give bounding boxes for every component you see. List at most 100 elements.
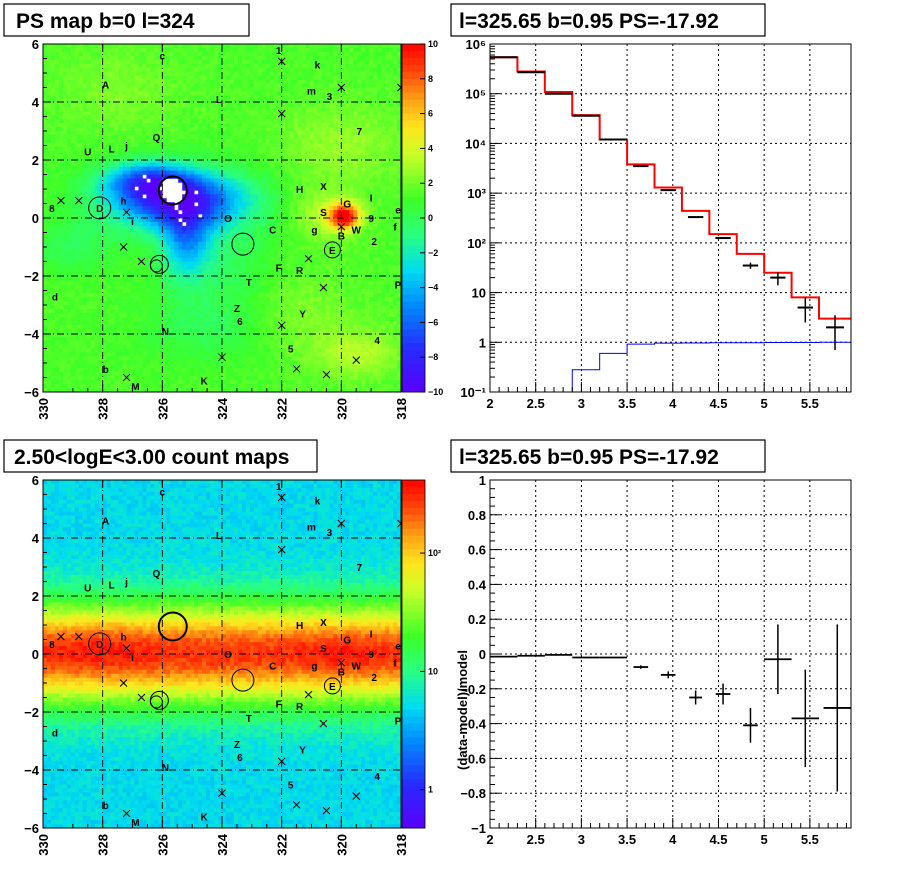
heatmap-cell xyxy=(162,360,167,365)
heatmap-cell xyxy=(54,87,60,92)
heatmap-cell xyxy=(190,111,195,116)
heatmap-cell xyxy=(70,111,76,116)
heatmap-cell xyxy=(134,146,139,152)
heatmap-cell xyxy=(253,154,259,160)
heatmap-cell xyxy=(118,320,123,326)
heatmap-cell xyxy=(138,376,143,381)
heatmap-cell xyxy=(170,316,175,322)
heatmap-cell xyxy=(241,178,247,183)
heatmap-cell xyxy=(146,376,151,381)
heatmap-cell xyxy=(118,261,123,266)
heatmap-cell xyxy=(50,91,56,96)
heatmap-cell xyxy=(253,134,259,140)
heatmap-cell xyxy=(253,281,259,286)
heatmap-cell xyxy=(265,297,271,302)
heatmap-cell xyxy=(74,190,80,195)
heatmap-cell xyxy=(225,368,231,373)
heatmap-cell xyxy=(134,158,139,163)
heatmap-cell xyxy=(178,368,183,373)
heatmap-cell xyxy=(94,297,100,302)
heatmap-cell xyxy=(102,388,107,393)
heatmap-cell xyxy=(114,95,119,100)
heatmap-cell xyxy=(202,225,207,231)
heatmap-cell xyxy=(142,158,147,163)
heatmap-cell xyxy=(150,277,155,282)
heatmap-cell xyxy=(253,83,259,88)
heatmap-cell xyxy=(90,360,96,365)
heatmap-cell xyxy=(70,146,76,152)
heatmap-cell xyxy=(194,63,199,69)
heatmap-cell xyxy=(98,83,104,88)
heatmap-cell xyxy=(74,202,80,207)
heatmap-cell xyxy=(214,380,219,385)
heatmap-cell xyxy=(122,332,127,337)
heatmap-cell xyxy=(229,218,235,223)
heatmap-cell xyxy=(50,316,56,322)
heatmap-cell xyxy=(106,328,111,334)
heatmap-cell xyxy=(98,285,104,290)
heatmap-cell xyxy=(82,79,88,84)
heatmap-cell xyxy=(186,249,191,254)
heatmap-cell xyxy=(98,320,104,326)
heatmap-cell xyxy=(110,123,115,128)
heatmap-cell xyxy=(50,186,56,191)
heatmap-cell xyxy=(174,277,179,282)
heatmap-cell xyxy=(249,178,255,183)
heatmap-cell xyxy=(237,312,243,318)
heatmap-cell xyxy=(194,162,199,167)
heatmap-cell xyxy=(118,356,123,361)
heatmap-cell xyxy=(210,178,215,183)
heatmap-cell xyxy=(134,75,139,80)
heatmap-cell xyxy=(58,384,64,389)
heatmap-cell xyxy=(170,249,175,254)
heatmap-cell xyxy=(62,316,68,322)
heatmap-cell xyxy=(194,210,199,215)
heatmap-cell xyxy=(237,158,243,163)
heatmap-cell xyxy=(186,44,191,49)
heatmap-cell xyxy=(150,360,155,365)
heatmap-cell xyxy=(261,131,267,136)
heatmap-cell xyxy=(265,301,271,306)
heatmap-cell xyxy=(62,210,68,215)
heatmap-cell xyxy=(43,384,48,389)
heatmap-cell xyxy=(202,127,207,132)
heatmap-cell xyxy=(70,312,76,318)
heatmap-cell xyxy=(158,87,163,92)
heatmap-cell xyxy=(90,352,96,357)
heatmap-cell xyxy=(253,265,259,270)
heatmap-cell xyxy=(194,134,199,140)
heatmap-cell xyxy=(142,146,147,152)
heatmap-cell xyxy=(134,190,139,195)
heatmap-cell xyxy=(74,44,80,49)
heatmap-cell xyxy=(94,348,100,353)
heatmap-cell xyxy=(118,285,123,290)
heatmap-cell xyxy=(222,63,227,69)
heatmap-cell xyxy=(182,83,187,88)
heatmap-cell xyxy=(43,221,48,227)
heatmap-cell xyxy=(166,305,171,310)
heatmap-cell xyxy=(114,293,119,298)
heatmap-cell xyxy=(218,376,223,381)
heatmap-cell xyxy=(150,123,155,128)
heatmap-cell xyxy=(62,249,68,254)
heatmap-cell xyxy=(70,328,76,334)
heatmap-cell xyxy=(206,328,211,334)
heatmap-cell xyxy=(253,91,259,96)
heatmap-cell xyxy=(225,372,231,377)
heatmap-cell xyxy=(138,269,143,274)
heatmap-cell xyxy=(146,348,151,353)
heatmap-cell xyxy=(50,134,56,140)
heatmap-cell xyxy=(126,87,131,92)
heatmap-cell xyxy=(146,162,151,167)
heatmap-cell xyxy=(174,71,179,76)
heatmap-cell xyxy=(241,91,247,96)
heatmap-cell xyxy=(214,99,219,104)
heatmap-cell xyxy=(218,312,223,318)
heatmap-cell xyxy=(166,340,171,345)
heatmap-cell xyxy=(126,134,131,140)
heatmap-cell xyxy=(82,269,88,274)
heatmap-cell xyxy=(94,301,100,306)
heatmap-cell xyxy=(269,115,275,120)
heatmap-cell xyxy=(46,328,52,334)
heatmap-cell xyxy=(162,233,167,239)
